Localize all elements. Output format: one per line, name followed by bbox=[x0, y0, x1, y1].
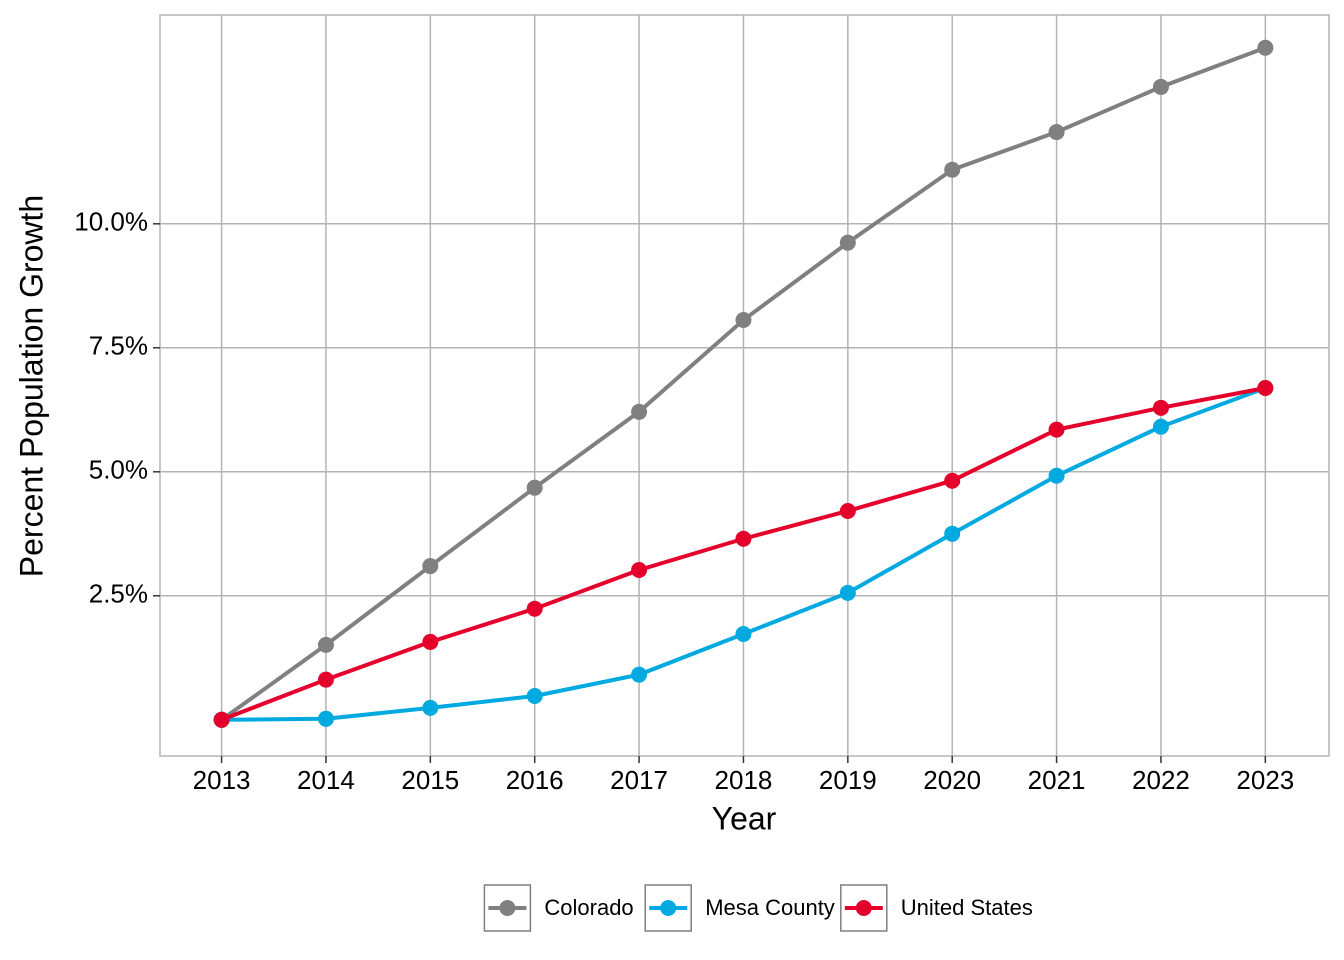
data-point bbox=[1257, 379, 1274, 396]
data-point bbox=[944, 525, 961, 542]
x-tick-label: 2020 bbox=[923, 765, 981, 795]
data-point bbox=[526, 687, 543, 704]
legend-key-point bbox=[660, 900, 677, 916]
data-point bbox=[735, 312, 752, 329]
legend-label: Colorado bbox=[544, 895, 633, 920]
x-tick-label: 2019 bbox=[819, 765, 877, 795]
data-point bbox=[944, 161, 961, 178]
data-point bbox=[839, 502, 856, 519]
x-tick-label: 2018 bbox=[715, 765, 773, 795]
data-point bbox=[735, 625, 752, 642]
data-point bbox=[213, 711, 230, 728]
data-point bbox=[1048, 467, 1065, 484]
data-point bbox=[317, 671, 334, 688]
legend-label: United States bbox=[901, 895, 1033, 920]
data-point bbox=[1152, 78, 1169, 95]
data-point bbox=[422, 633, 439, 650]
x-tick-label: 2021 bbox=[1028, 765, 1086, 795]
data-point bbox=[839, 234, 856, 251]
data-point bbox=[1152, 399, 1169, 416]
x-axis-title: Year bbox=[712, 800, 777, 836]
data-point bbox=[631, 403, 648, 420]
data-point bbox=[944, 472, 961, 489]
x-tick-label: 2017 bbox=[610, 765, 668, 795]
data-point bbox=[631, 562, 648, 579]
y-tick-label: 7.5% bbox=[89, 331, 148, 361]
data-point bbox=[839, 584, 856, 601]
data-point bbox=[317, 710, 334, 727]
y-tick-label: 5.0% bbox=[89, 455, 148, 485]
data-point bbox=[526, 479, 543, 496]
x-tick-label: 2014 bbox=[297, 765, 355, 795]
data-point bbox=[1048, 421, 1065, 438]
x-tick-label: 2013 bbox=[193, 765, 251, 795]
data-point bbox=[526, 600, 543, 617]
legend-label: Mesa County bbox=[705, 895, 835, 920]
y-tick-label: 2.5% bbox=[89, 579, 148, 609]
data-point bbox=[422, 558, 439, 575]
legend-key-point bbox=[499, 900, 516, 916]
y-tick-label: 10.0% bbox=[74, 207, 148, 237]
data-point bbox=[735, 530, 752, 547]
x-tick-label: 2016 bbox=[506, 765, 564, 795]
data-point bbox=[631, 666, 648, 683]
data-point bbox=[317, 636, 334, 653]
x-tick-label: 2022 bbox=[1132, 765, 1190, 795]
data-point bbox=[422, 699, 439, 716]
y-axis-title: Percent Population Growth bbox=[13, 195, 49, 577]
data-point bbox=[1152, 418, 1169, 435]
legend-key-point bbox=[855, 900, 872, 916]
data-point bbox=[1048, 124, 1065, 141]
data-point bbox=[1257, 39, 1274, 56]
plot-panel bbox=[159, 14, 1330, 757]
x-tick-label: 2023 bbox=[1236, 765, 1294, 795]
x-tick-label: 2015 bbox=[401, 765, 459, 795]
